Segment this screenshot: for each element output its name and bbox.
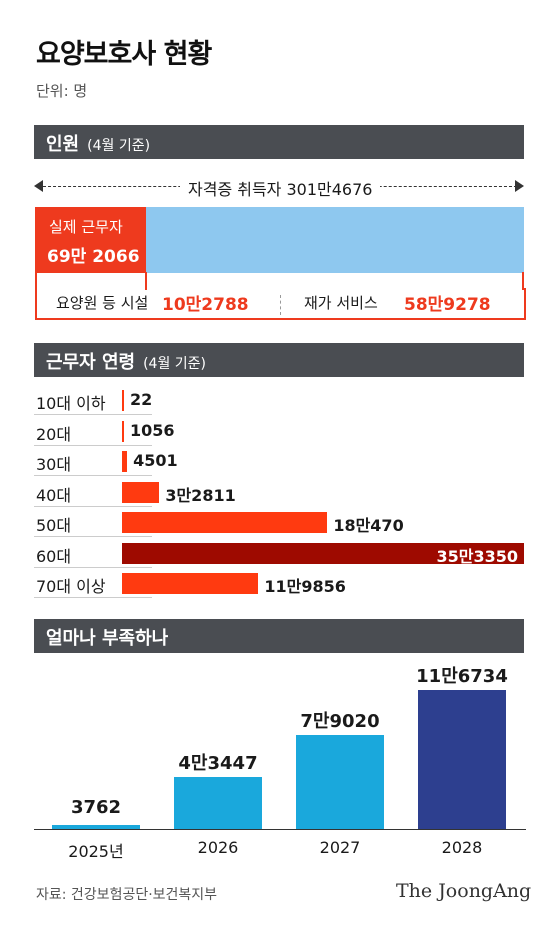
age-category-label: 20대 [36,424,72,444]
year-tick-label: 2026 [197,838,239,857]
source-note: 자료: 건강보험공단·보건복지부 [36,887,218,903]
total-certified-label: 자격증 취득자 301만4676 [180,176,381,200]
age-value-label: 35만3350 [436,546,518,566]
facility-label: 요양원 등 시설 [56,294,149,312]
age-bar [122,512,328,533]
age-category-label: 40대 [36,485,72,505]
arrow-right-icon [515,180,524,192]
facility-value: 10만2788 [162,295,249,315]
x-axis-line [34,829,526,830]
age-category-label: 60대 [36,546,72,566]
age-category-label: 30대 [36,455,72,474]
section-header-age: 근무자 연령 (4월 기준) [34,343,524,377]
age-bar [122,573,259,594]
shortage-value-label: 7만9020 [300,710,380,732]
active-workers-bar: 실제 근무자 69만 2066 [35,207,146,273]
section-title: 인원 [46,134,80,155]
active-workers-label: 실제 근무자 [49,218,123,236]
bracket-left [35,272,37,290]
home-service-value: 58만9278 [404,295,491,315]
row-separator [34,444,152,446]
age-bar [122,451,128,472]
section-header-shortage: 얼마나 부족하나 [34,619,524,653]
arrow-left-icon [34,180,43,192]
section-title: 근무자 연령 [46,352,136,373]
row-separator [34,414,152,415]
age-category-label: 10대 이하 [36,394,106,413]
shortage-bar [418,690,506,829]
row-separator [34,566,152,568]
age-category-label: 70대 이상 [36,577,106,596]
age-bar [122,420,124,442]
bracket-right-tick [145,272,147,290]
shortage-bar [296,734,384,829]
age-value-label: 1056 [130,420,175,440]
age-category-label: 50대 [36,516,72,535]
age-bar [122,390,124,411]
age-value-label: 3만2811 [165,485,236,505]
active-workers-value: 69만 2066 [47,247,140,267]
row-separator [34,597,152,598]
age-value-label: 18만470 [333,516,404,535]
bracket-right [522,272,524,290]
page-title: 요양보호사 현황 [36,39,212,70]
section-subtitle: (4월 기준) [87,138,151,154]
year-tick-label: 2025년 [68,842,124,861]
row-separator [34,475,152,476]
year-tick-label: 2027 [319,838,361,857]
breakdown-divider [280,295,281,315]
section-title: 얼마나 부족하나 [46,628,169,649]
age-bar [122,481,160,503]
age-value-label: 4501 [133,451,178,470]
row-separator [34,536,152,537]
age-value-label: 11만9856 [264,577,346,596]
shortage-value-label: 3762 [70,796,122,818]
shortage-bar [174,777,262,829]
home-service-label: 재가 서비스 [304,294,378,312]
shortage-bar [52,824,140,829]
row-separator [34,505,152,507]
shortage-value-label: 4만3447 [178,753,258,775]
year-tick-label: 2028 [441,838,483,857]
unit-label: 단위: 명 [36,82,88,100]
section-header-personnel: 인원 (4월 기준) [34,125,524,159]
section-subtitle: (4월 기준) [143,356,206,372]
breakdown-bracket [35,288,526,320]
publisher-logo: The JoongAng [396,880,532,902]
age-value-label: 22 [130,390,153,409]
shortage-value-label: 11만6734 [416,666,508,687]
age-bar [122,542,524,564]
